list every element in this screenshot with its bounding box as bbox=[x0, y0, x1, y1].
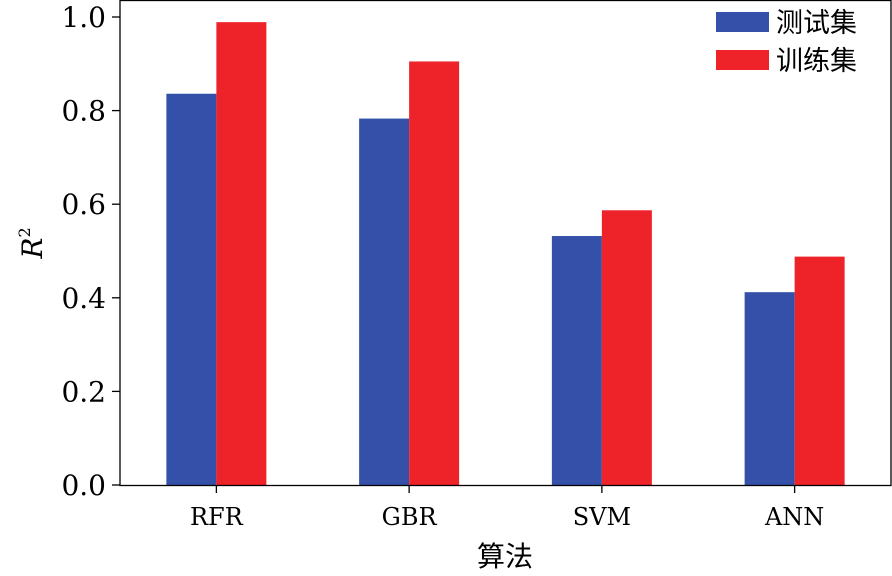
bar-gbr-series-0 bbox=[359, 118, 410, 485]
bar-rfr-series-1 bbox=[216, 22, 267, 485]
legend-swatch-train bbox=[716, 50, 769, 70]
y-axis-label-superscript: 2 bbox=[15, 227, 34, 237]
x-axis: RFR GBR SVM ANN bbox=[190, 485, 824, 531]
bars-layer bbox=[166, 22, 845, 486]
legend-label-train: 训练集 bbox=[776, 46, 857, 77]
y-tick-label: 0.6 bbox=[61, 188, 106, 221]
x-tick-label-ann: ANN bbox=[764, 503, 824, 531]
y-tick-label: 1.0 bbox=[61, 1, 106, 34]
bar-gbr-series-1 bbox=[409, 61, 460, 486]
bar-rfr-series-0 bbox=[166, 93, 217, 485]
plot-frame bbox=[119, 0, 892, 487]
y-axis-label-main: R bbox=[16, 238, 49, 260]
y-tick-label: 0.8 bbox=[61, 95, 106, 128]
y-tick-label: 0.2 bbox=[61, 375, 106, 408]
legend: 测试集 训练集 bbox=[716, 8, 857, 77]
y-tick-label: 0.4 bbox=[61, 282, 106, 315]
x-tick-label-rfr: RFR bbox=[190, 503, 244, 531]
x-tick-label-svm: SVM bbox=[573, 503, 631, 531]
y-axis: 0.0 0.2 0.4 0.6 0.8 1.0 bbox=[61, 1, 120, 502]
x-axis-label: 算法 bbox=[477, 540, 533, 572]
bar-svm-series-0 bbox=[551, 236, 602, 485]
bar-ann-series-0 bbox=[744, 292, 795, 485]
y-axis-label: R2 bbox=[15, 227, 49, 259]
legend-swatch-test bbox=[716, 12, 769, 32]
bar-ann-series-1 bbox=[794, 256, 845, 485]
bar-svm-series-1 bbox=[601, 210, 652, 485]
legend-label-test: 测试集 bbox=[776, 8, 857, 39]
x-tick-label-gbr: GBR bbox=[382, 503, 438, 531]
axes-layer bbox=[119, 0, 892, 487]
y-tick-label: 0.0 bbox=[61, 469, 106, 502]
